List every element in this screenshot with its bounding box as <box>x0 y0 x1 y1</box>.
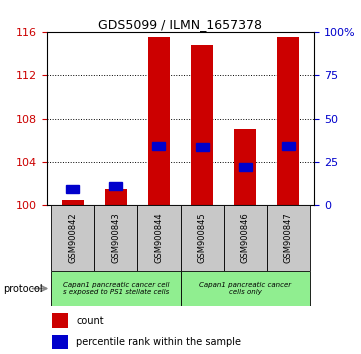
Bar <box>239 164 252 171</box>
Text: Capan1 pancreatic cancer cell
s exposed to PS1 stellate cells: Capan1 pancreatic cancer cell s exposed … <box>62 282 169 295</box>
Bar <box>191 45 213 205</box>
Bar <box>282 142 295 150</box>
Bar <box>62 200 83 205</box>
Text: GSM900846: GSM900846 <box>241 213 249 263</box>
Bar <box>105 189 127 205</box>
Bar <box>94 205 138 271</box>
Bar <box>138 205 180 271</box>
Bar <box>267 205 310 271</box>
Text: GSM900843: GSM900843 <box>112 213 120 263</box>
Bar <box>51 205 94 271</box>
Title: GDS5099 / ILMN_1657378: GDS5099 / ILMN_1657378 <box>99 18 262 31</box>
Bar <box>152 142 165 150</box>
Text: GSM900847: GSM900847 <box>284 213 293 263</box>
Bar <box>234 130 256 205</box>
Bar <box>223 205 267 271</box>
Text: GSM900842: GSM900842 <box>68 213 77 263</box>
Bar <box>148 37 170 205</box>
Text: GSM900844: GSM900844 <box>155 213 164 263</box>
Text: percentile rank within the sample: percentile rank within the sample <box>76 337 241 347</box>
Text: protocol: protocol <box>4 284 43 293</box>
Bar <box>51 271 180 306</box>
Bar <box>278 37 299 205</box>
Bar <box>66 185 79 193</box>
Bar <box>180 271 310 306</box>
Text: GSM900845: GSM900845 <box>197 213 206 263</box>
Bar <box>180 205 223 271</box>
Bar <box>52 335 68 349</box>
Text: Capan1 pancreatic cancer
cells only: Capan1 pancreatic cancer cells only <box>199 282 291 295</box>
Text: count: count <box>76 315 104 326</box>
Bar <box>109 182 122 190</box>
Bar <box>52 313 68 328</box>
Bar <box>196 143 209 151</box>
